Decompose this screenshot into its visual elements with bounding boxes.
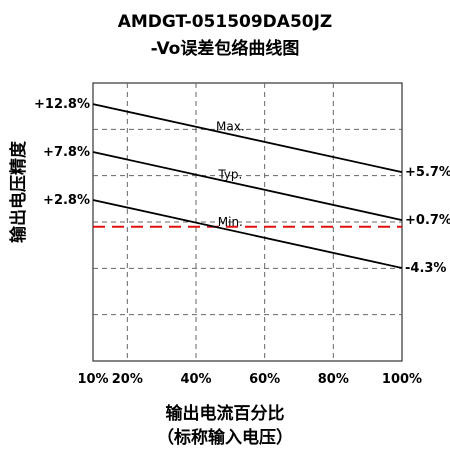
x-tick-label: 10% (77, 372, 108, 387)
chart-title: AMDGT-051509DA50JZ (118, 12, 333, 32)
series-line (92, 199, 403, 269)
x-tick-label: 40% (180, 372, 211, 387)
series-start-label: +2.8% (43, 193, 90, 208)
x-axis-title: 输出电流百分比 (166, 403, 285, 424)
grid-lines (93, 83, 402, 361)
x-axis-subtitle: （标称输入电压） (157, 427, 293, 448)
series-end-label: +0.7% (405, 213, 450, 228)
series-name-label: Min. (218, 215, 243, 229)
series-end-label: +5.7% (405, 165, 450, 180)
x-tick-label: 100% (382, 372, 422, 387)
series-start-label: +7.8% (43, 145, 90, 160)
series-layer: +12.8% +5.7% Max. +7.8% +0.7% Typ. +2.8% -4.3% M… (34, 97, 450, 276)
y-axis-title: 输出电压精度 (8, 140, 29, 243)
series-name-label: Max. (216, 119, 245, 133)
chart-subtitle: -Vo误差包络曲线图 (151, 38, 300, 59)
series-name-label: Typ. (217, 167, 242, 181)
x-tick-label: 20% (112, 372, 143, 387)
x-tick-label: 60% (249, 372, 280, 387)
series-line (92, 151, 403, 221)
series-end-label: -4.3% (405, 261, 446, 276)
x-tick-label: 80% (318, 372, 349, 387)
series-line (92, 103, 403, 174)
x-axis-ticks: 10% 20% 40% 60% 80% 100% (77, 372, 422, 387)
series-start-label: +12.8% (34, 97, 90, 112)
